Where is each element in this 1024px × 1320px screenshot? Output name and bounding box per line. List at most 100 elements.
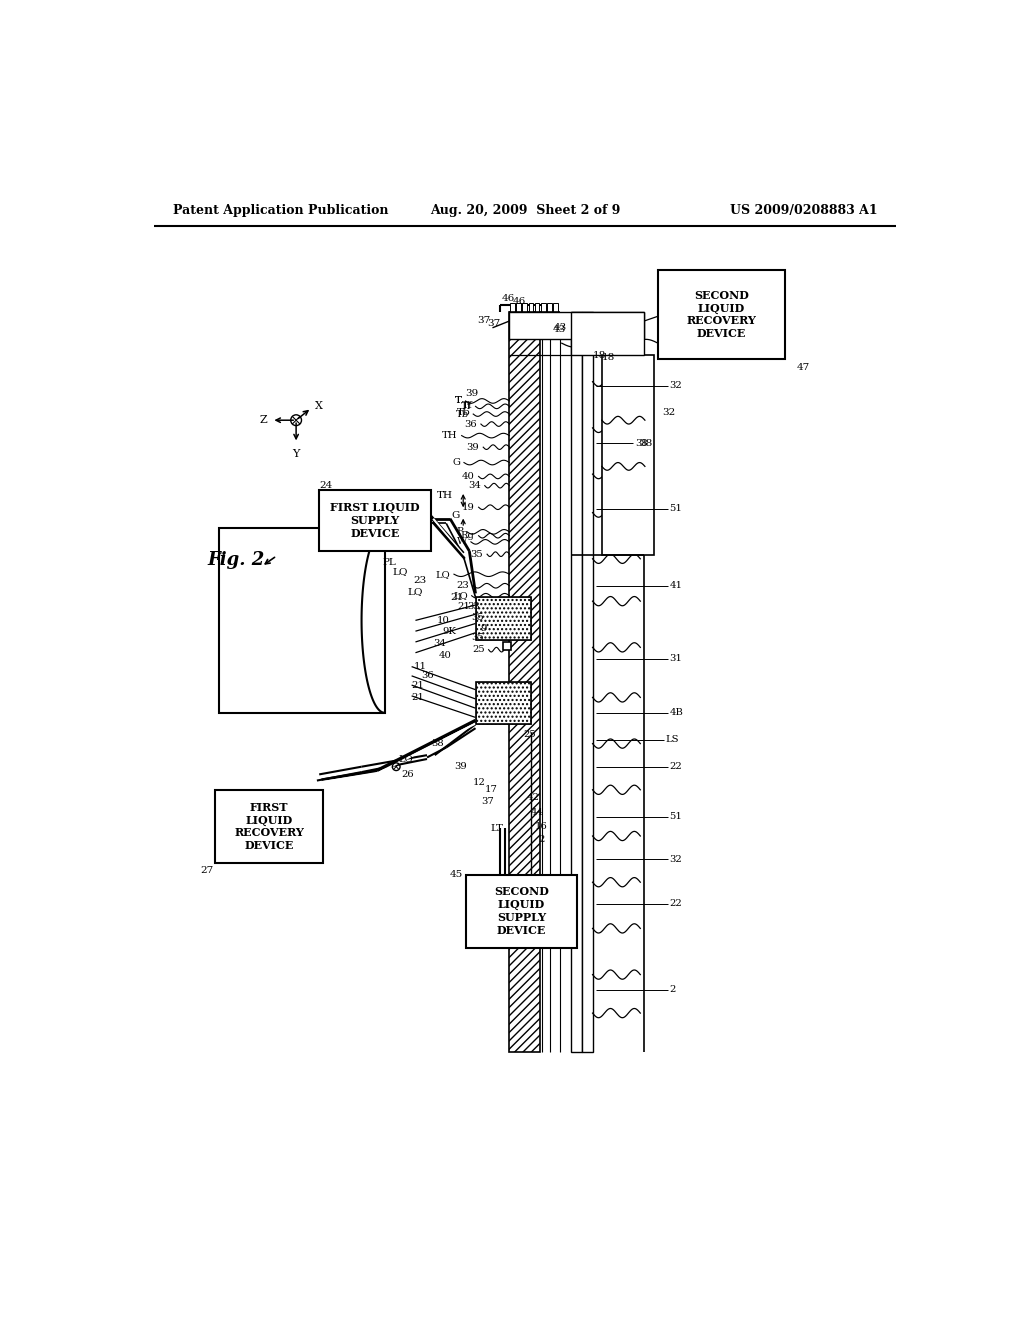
Bar xyxy=(571,313,644,355)
Text: 45: 45 xyxy=(450,870,463,879)
Text: 31: 31 xyxy=(670,655,682,664)
Text: 39: 39 xyxy=(467,442,479,451)
Text: 46: 46 xyxy=(513,297,526,306)
Text: 23: 23 xyxy=(457,581,469,590)
Bar xyxy=(509,313,644,339)
Text: G: G xyxy=(453,458,460,467)
Text: TH: TH xyxy=(442,432,458,440)
Text: 37: 37 xyxy=(487,319,501,329)
Bar xyxy=(522,304,527,313)
Text: 11: 11 xyxy=(414,663,427,671)
Bar xyxy=(475,597,531,640)
Bar xyxy=(541,304,546,313)
Bar xyxy=(503,642,511,649)
Text: 51: 51 xyxy=(670,812,682,821)
Text: 10: 10 xyxy=(437,616,450,624)
Text: LQ: LQ xyxy=(392,566,408,576)
Text: 22: 22 xyxy=(670,899,682,908)
Text: 32: 32 xyxy=(662,408,675,417)
Text: Z: Z xyxy=(259,416,267,425)
Text: 46: 46 xyxy=(501,294,514,304)
Text: US 2009/0208883 A1: US 2009/0208883 A1 xyxy=(730,205,878,218)
Text: 22: 22 xyxy=(670,762,682,771)
Bar xyxy=(319,490,431,552)
Text: 35: 35 xyxy=(471,612,484,622)
Text: 21: 21 xyxy=(451,593,463,602)
Bar xyxy=(475,682,531,725)
Text: 38: 38 xyxy=(639,438,652,447)
Text: G: G xyxy=(452,511,460,520)
Bar xyxy=(553,304,558,313)
Bar xyxy=(528,304,534,313)
Text: Rg: Rg xyxy=(461,531,475,540)
Bar xyxy=(602,355,654,554)
Text: 23: 23 xyxy=(414,576,427,585)
Text: X: X xyxy=(314,400,323,411)
Text: 32: 32 xyxy=(670,854,682,863)
Text: 18: 18 xyxy=(593,351,606,360)
Text: 37: 37 xyxy=(481,797,494,805)
Text: 21: 21 xyxy=(412,693,425,702)
Text: 37: 37 xyxy=(477,315,490,325)
Text: 38: 38 xyxy=(431,739,443,748)
Text: 21: 21 xyxy=(412,681,425,690)
Text: 2: 2 xyxy=(670,986,676,994)
Text: 34: 34 xyxy=(433,639,446,648)
Bar xyxy=(571,313,582,1052)
Text: 19: 19 xyxy=(462,503,475,512)
Text: 51: 51 xyxy=(670,504,682,513)
Text: T: T xyxy=(455,396,462,405)
Text: LS: LS xyxy=(666,735,679,744)
Bar xyxy=(658,271,785,359)
Text: 21: 21 xyxy=(458,602,471,611)
Text: 43: 43 xyxy=(554,323,567,333)
Text: 34: 34 xyxy=(468,482,481,490)
Bar xyxy=(547,304,552,313)
Text: FIRST LIQUID
SUPPLY
DEVICE: FIRST LIQUID SUPPLY DEVICE xyxy=(330,502,420,539)
Text: SECOND
LIQUID
SUPPLY
DEVICE: SECOND LIQUID SUPPLY DEVICE xyxy=(494,886,549,936)
Text: 17: 17 xyxy=(484,785,498,795)
Text: LQ: LQ xyxy=(435,570,451,578)
Bar xyxy=(516,304,521,313)
Text: 36: 36 xyxy=(465,420,477,429)
Bar xyxy=(466,874,578,948)
Bar xyxy=(475,597,531,640)
Text: T: T xyxy=(455,396,462,405)
Text: LQ: LQ xyxy=(453,591,468,601)
Text: 40: 40 xyxy=(462,473,475,480)
Text: PL: PL xyxy=(382,558,396,568)
Text: Tb: Tb xyxy=(457,408,470,417)
Text: 9K: 9K xyxy=(442,627,457,636)
Text: 38: 38 xyxy=(635,438,647,447)
Text: 33: 33 xyxy=(467,602,480,611)
Text: TH: TH xyxy=(436,491,453,500)
Text: FIRST
LIQUID
RECOVERY
DEVICE: FIRST LIQUID RECOVERY DEVICE xyxy=(234,801,304,851)
Text: 35: 35 xyxy=(470,549,483,558)
Text: Aug. 20, 2009  Sheet 2 of 9: Aug. 20, 2009 Sheet 2 of 9 xyxy=(430,205,620,218)
Text: Y: Y xyxy=(293,449,300,458)
Text: SECOND
LIQUID
RECOVERY
DEVICE: SECOND LIQUID RECOVERY DEVICE xyxy=(687,289,757,339)
Bar xyxy=(535,304,540,313)
Text: 42: 42 xyxy=(527,793,540,803)
Text: 25: 25 xyxy=(472,645,484,655)
Text: Tb: Tb xyxy=(457,409,469,418)
Text: 27: 27 xyxy=(201,866,214,875)
Text: 16: 16 xyxy=(535,822,548,832)
Bar xyxy=(509,313,541,1052)
Text: Tf: Tf xyxy=(461,401,472,411)
Text: 12: 12 xyxy=(473,777,486,787)
Text: 35: 35 xyxy=(471,632,484,642)
Text: 39: 39 xyxy=(465,389,478,397)
Text: 18: 18 xyxy=(602,352,615,362)
Text: Tf: Tf xyxy=(462,401,472,411)
Text: 9: 9 xyxy=(480,623,486,632)
Text: P: P xyxy=(457,528,463,536)
Text: 41: 41 xyxy=(670,581,683,590)
Text: LQ: LQ xyxy=(398,755,414,763)
Bar xyxy=(219,528,385,713)
Bar xyxy=(509,313,541,1052)
Text: 4B: 4B xyxy=(670,709,683,717)
Text: 24: 24 xyxy=(319,482,333,490)
Text: 47: 47 xyxy=(797,363,810,372)
Bar xyxy=(215,789,323,863)
